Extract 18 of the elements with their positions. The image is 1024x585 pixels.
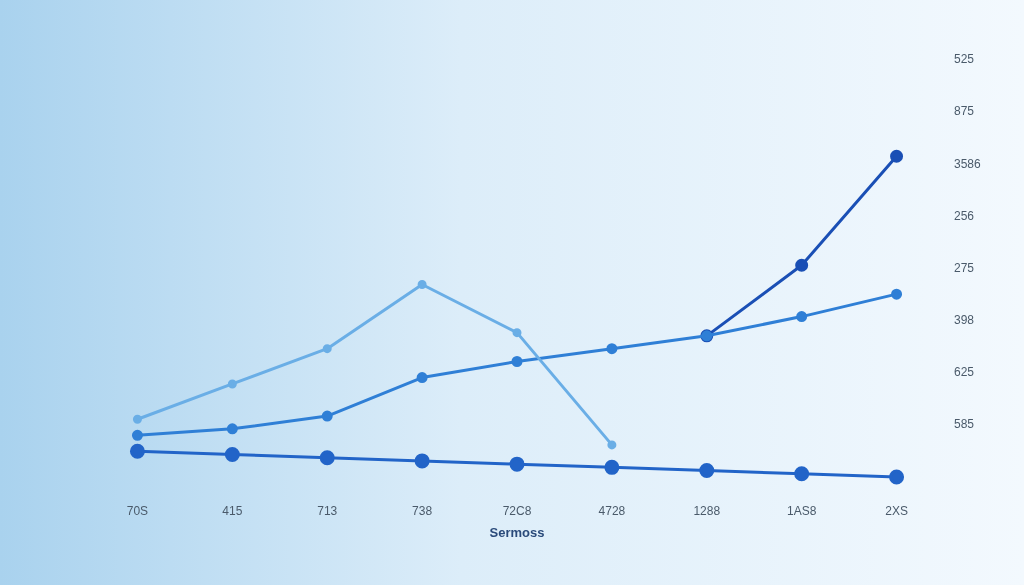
x-axis-title: Sermoss (489, 524, 545, 540)
text: 625 (954, 365, 975, 380)
x-tick-label: 72C8 (502, 503, 532, 518)
text: 275 (954, 260, 975, 275)
text: 398 (954, 312, 975, 327)
text: 3586 (954, 156, 982, 171)
x-tick-label: 4728 (598, 503, 626, 518)
text: 525 (954, 52, 975, 67)
x-tick-label: 713 (317, 503, 338, 518)
x-tick-label: 2XS (885, 503, 908, 518)
x-tick-label: 738 (412, 503, 433, 518)
text: 585 (954, 417, 975, 432)
x-tick-label: 1288 (693, 503, 721, 518)
text: 875 (954, 104, 975, 119)
text: 256 (954, 208, 975, 223)
x-tick-label: 415 (222, 503, 243, 518)
x-tick-label: 1AS8 (786, 503, 817, 518)
x-tick-label: 70S (126, 503, 149, 518)
